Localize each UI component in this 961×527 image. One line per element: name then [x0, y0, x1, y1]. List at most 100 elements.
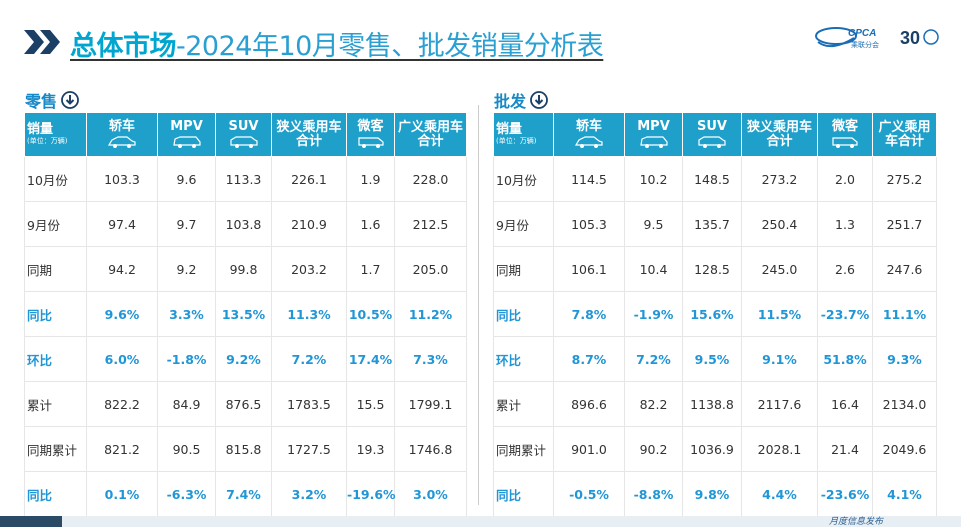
table-cell: 9.8%	[682, 471, 742, 517]
section-divider	[478, 105, 479, 505]
title-bold: 总体市场	[70, 31, 177, 62]
row-label: 9月份	[24, 201, 87, 247]
table-cell: 16.4	[817, 381, 873, 427]
row-label: 同比	[493, 471, 554, 517]
cpca-logo: CPCA 乘联分会 30	[815, 27, 939, 49]
svg-text:CPCA: CPCA	[848, 28, 876, 39]
table-cell: 2.0	[817, 156, 873, 202]
table-cell: 273.2	[741, 156, 818, 202]
table-cell: 9.2%	[215, 336, 272, 382]
table-cell: 203.2	[271, 246, 347, 292]
table-cell: 9.5%	[682, 336, 742, 382]
table-row: 同比 7.8% -1.9% 15.6% 11.5% -23.7% 11.1%	[493, 291, 937, 337]
table-cell: 3.3%	[157, 291, 216, 337]
table-cell: 250.4	[741, 201, 818, 247]
retail-section-label: 零售	[25, 88, 79, 112]
table-cell: 10.2	[624, 156, 683, 202]
table-cell: 7.2%	[271, 336, 347, 382]
table-cell: 9.3%	[872, 336, 937, 382]
suv-icon	[698, 136, 726, 148]
table-cell: 3.0%	[394, 471, 467, 517]
table-cell: 9.1%	[741, 336, 818, 382]
col-header-suv: SUV	[682, 112, 742, 157]
table-cell: 1036.9	[682, 426, 742, 472]
col-label: SUV	[228, 119, 259, 134]
sedan-icon	[107, 136, 136, 148]
col-label: SUV	[697, 119, 727, 134]
table-cell: 106.1	[553, 246, 625, 292]
table-cell: 212.5	[394, 201, 467, 247]
down-arrow-circle-icon[interactable]	[61, 91, 79, 109]
footer-accent	[0, 516, 62, 527]
table-cell: 247.6	[872, 246, 937, 292]
table-cell: 275.2	[872, 156, 937, 202]
table-row: 同比 -0.5% -8.8% 9.8% 4.4% -23.6% 4.1%	[493, 471, 937, 517]
retail-label: 零售	[25, 92, 58, 111]
table-row: 10月份 103.3 9.6 113.3 226.1 1.9 228.0	[24, 156, 467, 202]
table-cell: 1.9	[346, 156, 395, 202]
title-rest: -2024年10月零售、批发销量分析表	[176, 31, 604, 62]
svg-text:乘联分会: 乘联分会	[851, 40, 879, 49]
table-row: 同期累计 821.2 90.5 815.8 1727.5 19.3 1746.8	[24, 426, 467, 472]
row-label: 环比	[24, 336, 87, 382]
col-header-sales: 销量 (单位：万辆)	[493, 112, 554, 157]
mpv-icon	[172, 136, 201, 148]
table-cell: 228.0	[394, 156, 467, 202]
table-cell: 2049.6	[872, 426, 937, 472]
table-cell: 815.8	[215, 426, 272, 472]
table-cell: 2134.0	[872, 381, 937, 427]
wholesale-label: 批发	[494, 92, 527, 111]
table-cell: 114.5	[553, 156, 625, 202]
col-header-narrow-total: 狭义乘用车合计	[271, 112, 347, 157]
footer-bar	[0, 516, 961, 527]
table-cell: 10.5%	[346, 291, 395, 337]
table-cell: 901.0	[553, 426, 625, 472]
col-label: 销量	[496, 122, 523, 137]
table-cell: 8.7%	[553, 336, 625, 382]
table-row: 同期累计 901.0 90.2 1036.9 2028.1 21.4 2049.6	[493, 426, 937, 472]
table-cell: -1.8%	[157, 336, 216, 382]
row-label: 10月份	[24, 156, 87, 202]
table-cell: 135.7	[682, 201, 742, 247]
row-label: 同期累计	[493, 426, 554, 472]
table-cell: 6.0%	[86, 336, 158, 382]
table-cell: -23.7%	[817, 291, 873, 337]
col-label: 轿车	[575, 119, 602, 134]
mpv-icon	[639, 136, 668, 148]
table-cell: 11.5%	[741, 291, 818, 337]
table-cell: 10.4	[624, 246, 683, 292]
table-row: 同期 94.2 9.2 99.8 203.2 1.7 205.0	[24, 246, 467, 292]
sedan-icon	[574, 136, 603, 148]
table-row: 同比 9.6% 3.3% 13.5% 11.3% 10.5% 11.2%	[24, 291, 467, 337]
table-cell: 21.4	[817, 426, 873, 472]
col-header-sales: 销量 (单位：万辆)	[24, 112, 87, 157]
row-label: 同期	[24, 246, 87, 292]
col-header-broad-total: 广义乘用车合计	[872, 112, 937, 157]
row-label: 同比	[493, 291, 554, 337]
table-cell: 7.8%	[553, 291, 625, 337]
table-cell: -1.9%	[624, 291, 683, 337]
table-cell: 17.4%	[346, 336, 395, 382]
header-row: 销量 (单位：万辆) 轿车 MPV SUV 狭义乘用车合计 微客 广义乘用车合计	[493, 112, 937, 157]
table-cell: 9.5	[624, 201, 683, 247]
table-cell: -8.8%	[624, 471, 683, 517]
table-cell: 7.3%	[394, 336, 467, 382]
table-cell: 1746.8	[394, 426, 467, 472]
minivan-icon	[832, 137, 858, 148]
table-cell: 3.2%	[271, 471, 347, 517]
wholesale-section-label: 批发	[494, 88, 548, 112]
table-cell: 876.5	[215, 381, 272, 427]
table-cell: -0.5%	[553, 471, 625, 517]
table-cell: 105.3	[553, 201, 625, 247]
table-cell: 51.8%	[817, 336, 873, 382]
table-cell: 9.7	[157, 201, 216, 247]
table-row: 环比 8.7% 7.2% 9.5% 9.1% 51.8% 9.3%	[493, 336, 937, 382]
retail-table: 销量 (单位：万辆) 轿车 MPV SUV 狭义乘用车合计 微客 广义乘用车合计 …	[24, 112, 467, 517]
table-row: 10月份 114.5 10.2 148.5 273.2 2.0 275.2	[493, 156, 937, 202]
table-cell: 90.5	[157, 426, 216, 472]
row-label: 同比	[24, 291, 87, 337]
table-cell: 4.4%	[741, 471, 818, 517]
down-arrow-circle-icon[interactable]	[530, 91, 548, 109]
table-cell: 1727.5	[271, 426, 347, 472]
table-cell: 13.5%	[215, 291, 272, 337]
